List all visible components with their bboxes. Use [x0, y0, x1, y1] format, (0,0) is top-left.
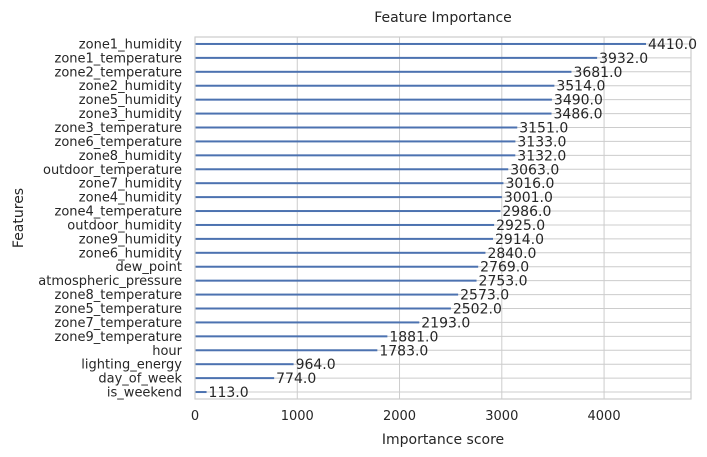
value-label: 3151.0 [519, 121, 568, 137]
value-labels: 4410.03932.03681.03514.03490.03486.03151… [209, 37, 697, 401]
bar [195, 265, 479, 268]
y-tick-label: outdoor_humidity [67, 218, 182, 233]
value-label: 3514.0 [556, 79, 605, 95]
y-tick-label: zone9_temperature [55, 330, 183, 345]
chart-title: Feature Importance [374, 10, 512, 26]
bar [195, 377, 275, 380]
bar [195, 321, 420, 324]
y-tick-label: zone1_temperature [55, 51, 183, 66]
value-label: 1783.0 [379, 343, 428, 359]
y-tick-label: zone3_temperature [55, 121, 183, 136]
x-tick-label: 4000 [588, 409, 621, 424]
y-tick-label: zone7_humidity [79, 177, 183, 192]
value-label: 2502.0 [453, 302, 502, 318]
x-axis-label: Importance score [382, 432, 504, 448]
bar [195, 210, 501, 213]
y-tick-label: zone6_humidity [79, 246, 183, 261]
value-label: 2193.0 [421, 315, 470, 331]
value-label: 2769.0 [480, 260, 529, 276]
value-label: 113.0 [209, 385, 249, 401]
y-tick-labels: zone1_humidityzone1_temperaturezone2_tem… [38, 37, 182, 400]
y-tick-label: atmospheric_pressure [38, 274, 182, 289]
bar [195, 196, 502, 199]
value-label: 3001.0 [504, 190, 553, 206]
bar [195, 391, 207, 394]
bar [195, 112, 552, 115]
bars [195, 42, 647, 394]
value-label: 774.0 [276, 371, 316, 387]
y-tick-label: zone8_humidity [79, 149, 183, 164]
y-tick-label: zone9_humidity [79, 232, 183, 247]
bar [195, 279, 477, 282]
y-tick-label: zone8_temperature [55, 288, 183, 303]
plot-frame [194, 36, 692, 400]
value-label: 4410.0 [648, 37, 697, 53]
bar [195, 237, 494, 240]
value-label: 2573.0 [460, 288, 509, 304]
grid-lines [194, 37, 691, 399]
value-label: 3133.0 [517, 134, 566, 150]
y-tick-label: is_weekend [107, 386, 182, 401]
y-tick-label: zone1_humidity [79, 37, 183, 52]
bar [195, 154, 516, 157]
bar [195, 293, 459, 296]
y-tick-label: zone3_humidity [79, 107, 183, 122]
y-tick-label: outdoor_temperature [43, 163, 182, 178]
bar [195, 56, 598, 59]
bar [195, 251, 486, 254]
bar [195, 349, 378, 352]
value-label: 2753.0 [479, 274, 528, 290]
y-tick-label: zone4_humidity [79, 191, 183, 206]
bar [195, 168, 509, 171]
bar [195, 84, 555, 87]
value-label: 2986.0 [502, 204, 551, 220]
y-tick-label: zone7_temperature [55, 316, 183, 331]
value-label: 3681.0 [573, 65, 622, 81]
value-label: 3486.0 [554, 107, 603, 123]
bar [195, 223, 495, 226]
y-tick-label: day_of_week [98, 372, 182, 387]
value-label: 2925.0 [496, 218, 545, 234]
bar [195, 98, 552, 101]
bar [195, 363, 294, 366]
y-tick-label: dew_point [115, 260, 182, 275]
x-tick-label: 1000 [281, 409, 314, 424]
value-label: 1881.0 [389, 329, 438, 345]
value-label: 3932.0 [599, 51, 648, 67]
bar [195, 126, 518, 129]
x-tick-label: 3000 [485, 409, 518, 424]
y-tick-label: zone5_humidity [79, 93, 183, 108]
bar [195, 140, 516, 143]
value-label: 3063.0 [510, 162, 559, 178]
y-tick-label: zone2_humidity [79, 79, 183, 94]
bar [195, 307, 451, 310]
value-label: 3016.0 [505, 176, 554, 192]
y-tick-label: zone6_temperature [55, 135, 183, 150]
value-label: 3490.0 [554, 93, 603, 109]
x-tick-label: 2000 [383, 409, 416, 424]
value-label: 964.0 [296, 357, 336, 373]
bar [195, 42, 647, 45]
y-tick-label: zone5_temperature [55, 302, 183, 317]
y-axis-label: Features [11, 188, 27, 248]
value-label: 2914.0 [495, 232, 544, 248]
bar [195, 335, 388, 338]
x-tick-labels: 0 1000 2000 3000 4000 [191, 409, 621, 424]
y-tick-label: zone4_temperature [55, 205, 183, 220]
bar [195, 182, 504, 185]
y-tick-label: zone2_temperature [55, 65, 183, 80]
y-tick-label: lighting_energy [81, 358, 182, 373]
value-label: 3132.0 [517, 148, 566, 164]
y-tick-label: hour [152, 344, 182, 359]
value-label: 2840.0 [487, 246, 536, 262]
bar [195, 70, 572, 73]
x-tick-label: 0 [191, 409, 199, 424]
